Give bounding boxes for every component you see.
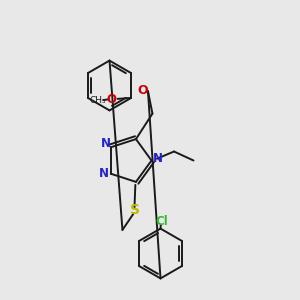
Text: Cl: Cl: [156, 214, 168, 228]
Text: CH₃: CH₃: [90, 96, 106, 105]
Text: N: N: [99, 167, 109, 180]
Text: S: S: [130, 203, 140, 218]
Text: N: N: [100, 137, 110, 151]
Text: O: O: [106, 93, 117, 106]
Text: O: O: [137, 84, 148, 97]
Text: N: N: [153, 152, 163, 165]
